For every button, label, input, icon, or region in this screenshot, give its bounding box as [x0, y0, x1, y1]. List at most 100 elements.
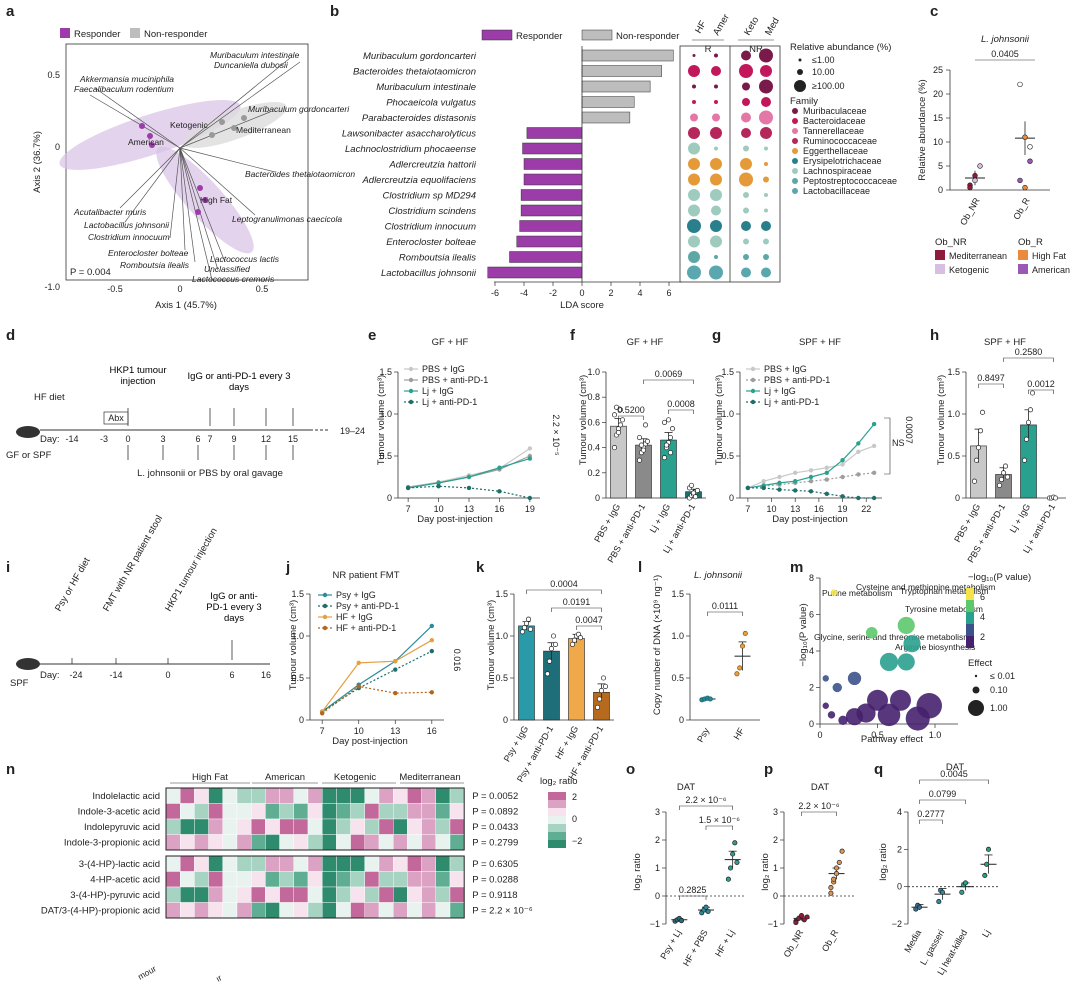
panel-f: f GF + HF Tumour volume (cm³) 0 0.2 0.4 0.6…: [570, 327, 706, 564]
series-point: [497, 489, 502, 494]
chart-title: SPF + HF: [799, 337, 841, 348]
group-header: American: [265, 772, 305, 783]
legend-title: Ob_R: [1018, 237, 1043, 248]
vector-label: Leptogranulimonas caecicola: [232, 214, 342, 224]
significance-bracket: [884, 417, 891, 475]
heatmap-cell: [208, 886, 224, 903]
legend-swatch-non-responder: [581, 29, 613, 41]
p-value: 2.2 × 10⁻⁶: [685, 795, 727, 805]
colorbar-segment: [966, 624, 974, 636]
heatmap-cell: [378, 871, 394, 888]
pathway-bubble: [903, 635, 921, 653]
pathway-bubble: [822, 675, 829, 682]
tick-label: 8: [809, 573, 814, 583]
y-axis-label: Copy number of DNA (×10⁹ ng⁻¹): [652, 575, 663, 715]
tick-label: 13: [390, 726, 400, 736]
series-line: [321, 650, 433, 713]
heatmap-cell: [435, 834, 451, 851]
data-point: [667, 450, 674, 456]
data-point: [619, 417, 626, 423]
heatmap-frame: [165, 787, 465, 851]
abundance-dot: [743, 145, 749, 152]
heatmap-cell: [421, 787, 437, 804]
abundance-dot: [760, 65, 772, 77]
y-axis-label: Tumour volume (cm³): [936, 375, 947, 465]
legend-label: PBS + anti-PD-1: [422, 375, 488, 385]
heatmap-cell: [449, 787, 465, 804]
abundance-dot: [711, 205, 721, 216]
abundance-dot: [741, 267, 751, 278]
significance-bracket: [801, 811, 837, 816]
legend-label: Non-responder: [616, 31, 679, 42]
heatmap-cell: [407, 871, 422, 888]
colorbar-segment: [548, 824, 566, 832]
group-header: R: [705, 44, 712, 55]
abundance-dot: [688, 142, 700, 155]
group-header: NR: [749, 44, 763, 55]
heatmap-cell: [265, 871, 280, 888]
panel-l: l L. johnsonii Copy number of DNA (×10⁹ …: [638, 559, 760, 744]
data-point: [959, 889, 965, 895]
colorbar-tick: 2: [572, 792, 577, 802]
abundance-dot: [740, 158, 752, 170]
data-point: [638, 442, 645, 448]
legend-swatch-non-responder: [130, 28, 140, 38]
heatmap-cell: [179, 902, 195, 919]
series-point: [824, 465, 829, 470]
series-point: [436, 480, 441, 486]
pathway-bubble: [832, 682, 842, 693]
tick-label: 0: [817, 730, 822, 740]
heatmap-cell: [421, 818, 437, 835]
tick-label: -0.5: [107, 284, 123, 294]
heatmap-cell: [179, 787, 195, 804]
abundance-dot: [741, 221, 751, 231]
family-swatch: [792, 188, 798, 194]
legend-label: Lj + IgG: [764, 386, 796, 396]
data-point: [985, 846, 992, 852]
significance-bracket: [643, 379, 694, 384]
lda-bar: [520, 204, 583, 217]
tick-label: 1.5: [721, 367, 734, 377]
series-point: [777, 487, 782, 492]
species-label: Enterocloster bolteae: [386, 237, 476, 248]
abundance-dot: [763, 238, 769, 245]
abundance-dot: [710, 173, 722, 186]
heatmap-cell: [407, 902, 422, 919]
data-point: [1027, 158, 1033, 164]
heatmap-cell: [322, 871, 337, 888]
legend-swatch-responder: [60, 28, 70, 38]
pathway-bubble: [827, 711, 836, 719]
legend-marker: [750, 399, 756, 405]
series-point: [808, 468, 814, 473]
data-point: [642, 422, 649, 428]
data-point: [694, 487, 701, 493]
tick-label: −1: [768, 919, 778, 929]
heatmap-cell: [364, 902, 380, 919]
abundance-dot: [743, 254, 749, 260]
data-point: [831, 876, 837, 882]
data-point: [598, 688, 605, 694]
heatmap-cell: [265, 818, 280, 835]
family-label: Ruminococcaceae: [803, 136, 877, 146]
series-point: [777, 480, 782, 486]
heatmap-cell: [350, 886, 366, 903]
pathway-bubble: [830, 589, 837, 596]
abundance-dot: [710, 235, 722, 248]
timepoint: -3: [100, 434, 108, 444]
legend-label: American: [1032, 265, 1070, 275]
panel-letter: h: [930, 327, 939, 344]
colorbar: 6 4 2: [966, 588, 985, 648]
heatmap-cell: [250, 886, 266, 903]
data-point: [600, 675, 607, 681]
tick-label: 7: [406, 504, 411, 514]
abundance-dot: [761, 267, 771, 278]
tick-label: 1.0: [721, 409, 734, 419]
category-label: Psy + IgG: [502, 724, 531, 763]
group-header: High Fat: [192, 772, 228, 783]
abundance-dot: [764, 162, 768, 166]
heatmap-cell: [407, 818, 422, 835]
heatmap-cell: [194, 803, 209, 820]
abundance-dot: [742, 82, 750, 91]
series-line: [408, 447, 531, 488]
tick-label: 2: [809, 683, 814, 693]
